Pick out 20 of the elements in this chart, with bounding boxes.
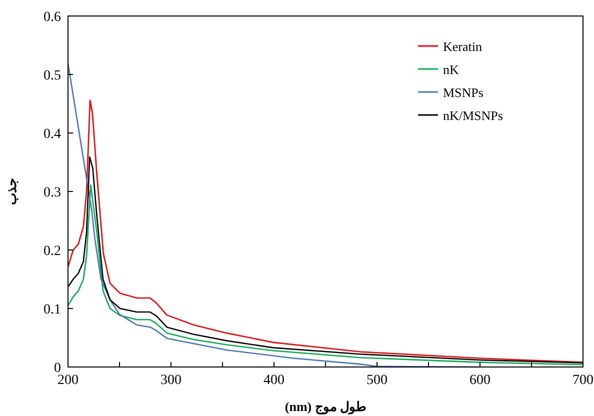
- legend-label: Keratin: [443, 39, 482, 54]
- legend-label: MSNPs: [443, 85, 484, 100]
- x-tick-label: 500: [366, 373, 388, 388]
- legend-label: nK: [443, 62, 460, 77]
- y-tick-label: 0.5: [44, 68, 61, 84]
- y-tick-label: 0.1: [44, 302, 61, 318]
- x-tick-label: 600: [470, 373, 490, 388]
- y-tick-label: 0.6: [44, 10, 61, 25]
- x-axis-title: طول موج (nm): [284, 399, 366, 415]
- legend-label: nK/MSNPs: [443, 108, 503, 123]
- x-tick-label: 200: [58, 373, 78, 388]
- y-tick-label: 0.3: [44, 186, 61, 200]
- y-axis-title: جذب: [4, 178, 19, 205]
- y-tick-label: 0: [54, 361, 61, 376]
- x-tick-label: 300: [160, 373, 182, 388]
- line-series: [67, 100, 584, 363]
- y-tick-label: 0.2: [44, 244, 61, 259]
- y-tick-label: 0.4: [44, 127, 61, 142]
- x-tick-label: 700: [572, 373, 594, 388]
- x-tick-label: 400: [264, 373, 284, 388]
